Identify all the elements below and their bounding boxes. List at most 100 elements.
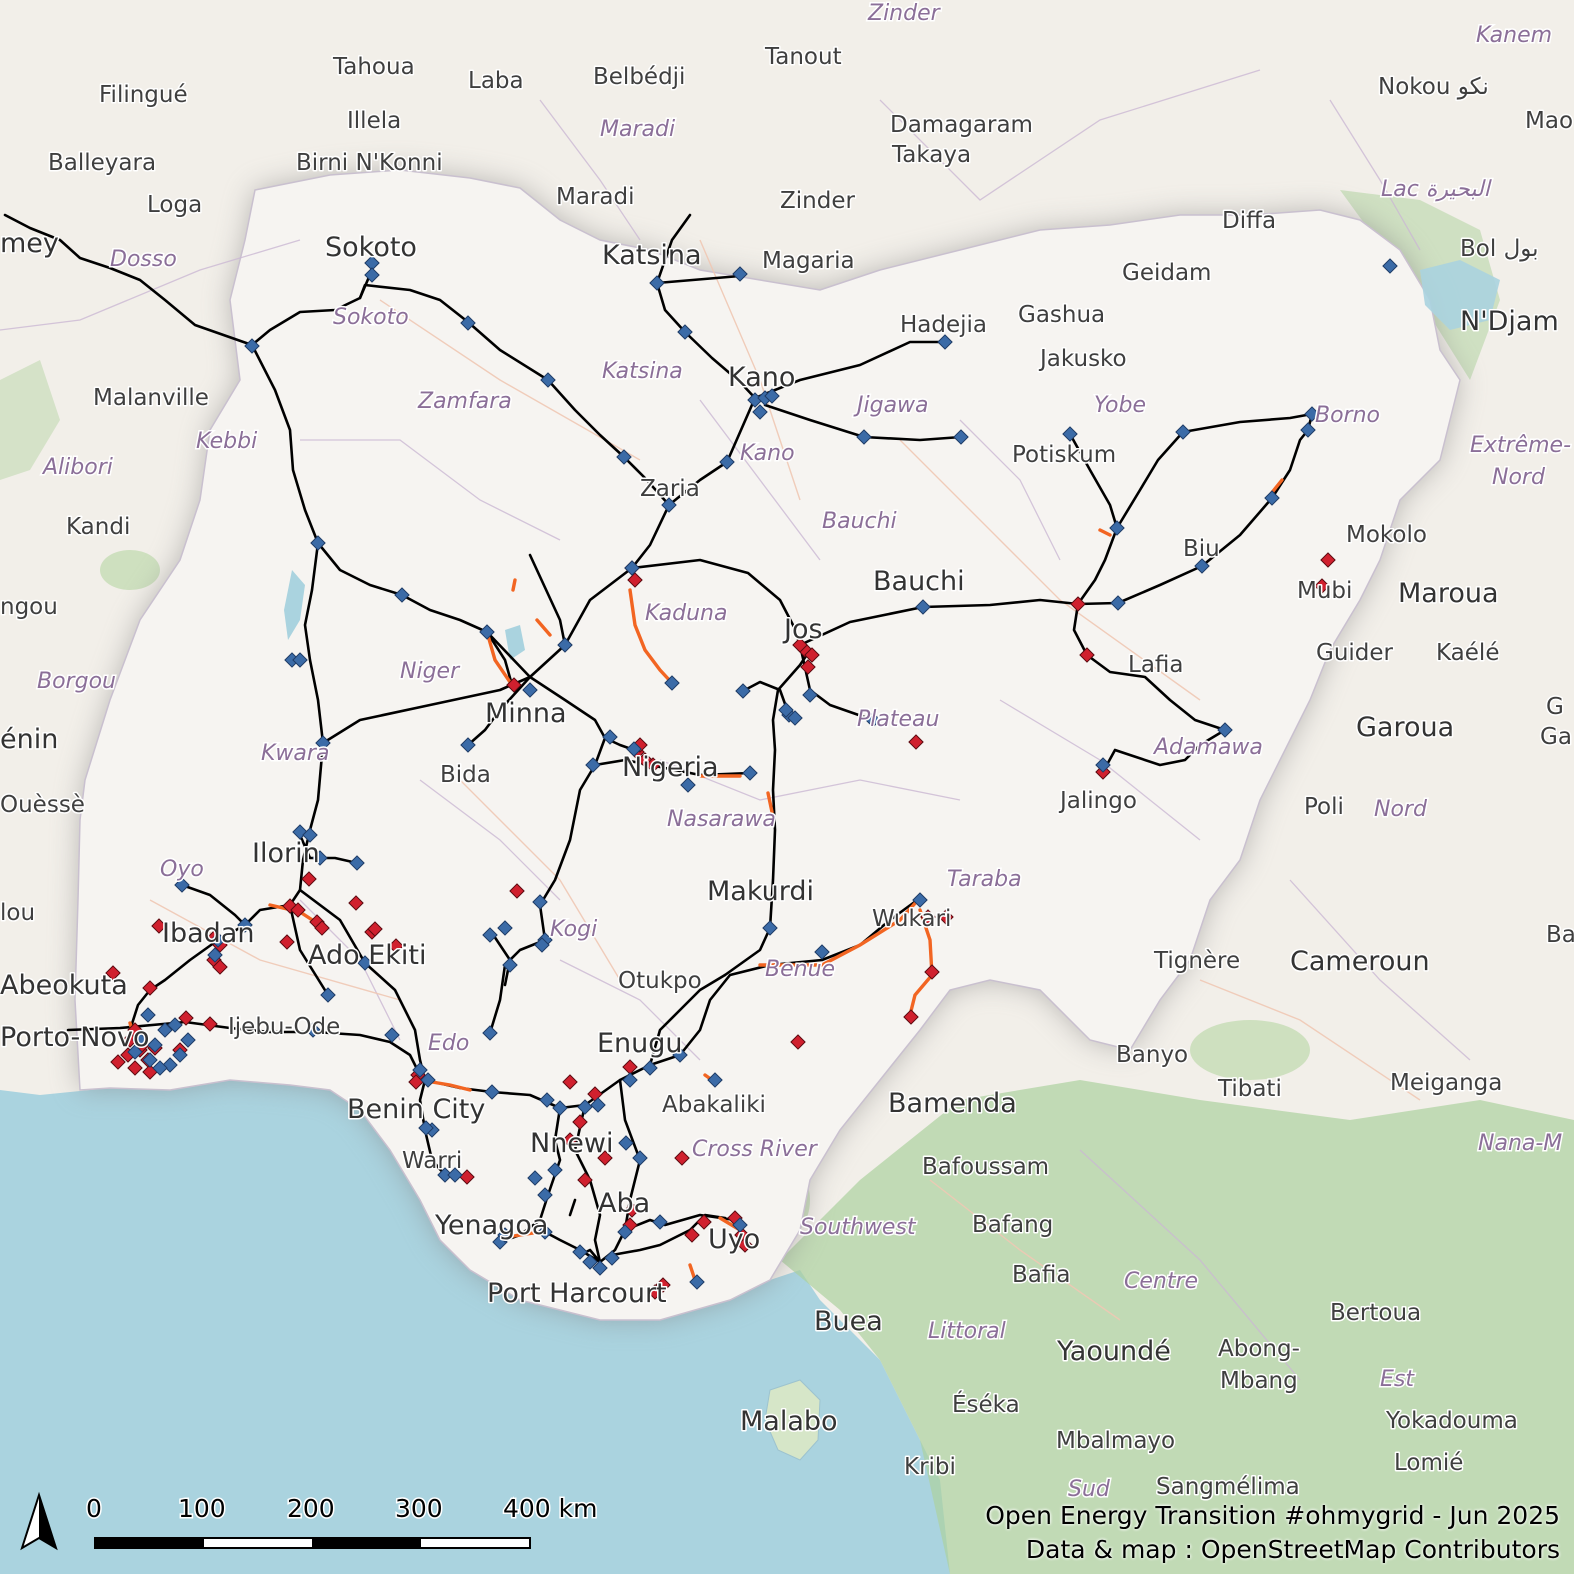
substation-marker[interactable] — [672, 1047, 688, 1063]
substation-marker[interactable] — [547, 1162, 563, 1178]
power-plant-marker[interactable] — [151, 918, 167, 934]
substation-marker[interactable] — [592, 1260, 608, 1276]
power-plant-marker[interactable] — [737, 1237, 753, 1253]
substation-marker[interactable] — [1175, 424, 1191, 440]
substation-marker[interactable] — [1095, 757, 1111, 773]
substation-marker[interactable] — [364, 267, 380, 283]
power-plant-marker[interactable] — [924, 964, 940, 980]
substation-marker[interactable] — [349, 855, 365, 871]
substation-marker[interactable] — [652, 1214, 668, 1230]
substation-marker[interactable] — [302, 827, 318, 843]
power-plant-marker[interactable] — [920, 909, 936, 925]
substation-marker[interactable] — [310, 535, 326, 551]
substation-marker[interactable] — [1304, 406, 1320, 422]
power-plant-marker[interactable] — [903, 1009, 919, 1025]
substation-marker[interactable] — [632, 1150, 648, 1166]
substation-marker[interactable] — [484, 1084, 500, 1100]
substation-marker[interactable] — [1110, 595, 1126, 611]
substation-marker[interactable] — [292, 652, 308, 668]
substation-marker[interactable] — [412, 1062, 428, 1078]
substation-marker[interactable] — [742, 765, 758, 781]
power-plant-marker[interactable] — [684, 1227, 700, 1243]
power-plant-marker[interactable] — [1079, 647, 1095, 663]
substation-marker[interactable] — [320, 987, 336, 1003]
substation-marker[interactable] — [237, 917, 253, 933]
substation-marker[interactable] — [787, 710, 803, 726]
substation-marker[interactable] — [762, 920, 778, 936]
substation-marker[interactable] — [617, 1224, 633, 1240]
substation-marker[interactable] — [207, 947, 223, 963]
substation-marker[interactable] — [497, 920, 513, 936]
power-plant-marker[interactable] — [790, 1034, 806, 1050]
power-plant-marker[interactable] — [597, 1150, 613, 1166]
substation-marker[interactable] — [157, 1022, 173, 1038]
substation-marker[interactable] — [680, 777, 696, 793]
substation-marker[interactable] — [522, 682, 538, 698]
power-plant-marker[interactable] — [348, 895, 364, 911]
substation-marker[interactable] — [616, 449, 632, 465]
substation-marker[interactable] — [479, 624, 495, 640]
substation-marker[interactable] — [856, 429, 872, 445]
substation-marker[interactable] — [732, 266, 748, 282]
substation-marker[interactable] — [132, 1032, 148, 1048]
power-plant-marker[interactable] — [290, 902, 306, 918]
substation-marker[interactable] — [1109, 520, 1125, 536]
substation-marker[interactable] — [447, 1167, 463, 1183]
substation-marker[interactable] — [664, 675, 680, 691]
power-plant-marker[interactable] — [127, 1060, 143, 1076]
substation-marker[interactable] — [552, 1100, 568, 1116]
substation-marker[interactable] — [394, 587, 410, 603]
power-plant-marker[interactable] — [408, 1074, 424, 1090]
power-plant-marker[interactable] — [938, 909, 954, 925]
substation-marker[interactable] — [1194, 558, 1210, 574]
substation-marker[interactable] — [460, 737, 476, 753]
substation-marker[interactable] — [915, 599, 931, 615]
power-plant-marker[interactable] — [800, 659, 816, 675]
substation-marker[interactable] — [315, 735, 331, 751]
substation-marker[interactable] — [460, 315, 476, 331]
power-plant-marker[interactable] — [908, 734, 924, 750]
power-plant-marker[interactable] — [388, 938, 404, 954]
substation-marker[interactable] — [364, 255, 380, 271]
power-plant-marker[interactable] — [127, 1022, 143, 1038]
substation-marker[interactable] — [140, 1007, 156, 1023]
power-plant-marker[interactable] — [506, 677, 522, 693]
substation-marker[interactable] — [167, 1017, 183, 1033]
substation-marker[interactable] — [540, 372, 556, 388]
substation-marker[interactable] — [1217, 722, 1233, 738]
power-plant-marker[interactable] — [367, 921, 383, 937]
substation-marker[interactable] — [865, 712, 881, 728]
power-plant-marker[interactable] — [509, 883, 525, 899]
power-plant-marker[interactable] — [587, 1086, 603, 1102]
power-plant-marker[interactable] — [627, 572, 643, 588]
power-plant-marker[interactable] — [110, 1054, 126, 1070]
power-plant-marker[interactable] — [105, 965, 121, 981]
power-plant-marker[interactable] — [1320, 552, 1336, 568]
substation-marker[interactable] — [539, 1092, 555, 1108]
substation-marker[interactable] — [642, 1060, 658, 1076]
power-plant-marker[interactable] — [622, 1059, 638, 1075]
substation-marker[interactable] — [752, 404, 768, 420]
power-plant-marker[interactable] — [647, 1284, 663, 1300]
substation-marker[interactable] — [585, 757, 601, 773]
power-plant-marker[interactable] — [792, 637, 808, 653]
substation-marker[interactable] — [1300, 422, 1316, 438]
power-plant-marker[interactable] — [301, 871, 317, 887]
power-plant-marker[interactable] — [696, 1214, 712, 1230]
substation-marker[interactable] — [689, 1274, 705, 1290]
power-plant-marker[interactable] — [314, 920, 330, 936]
substation-marker[interactable] — [764, 388, 780, 404]
substation-marker[interactable] — [572, 1244, 588, 1260]
power-plant-marker[interactable] — [178, 1010, 194, 1026]
substation-marker[interactable] — [152, 1060, 168, 1076]
substation-marker[interactable] — [624, 560, 640, 576]
substation-marker[interactable] — [707, 1072, 723, 1088]
substation-marker[interactable] — [719, 454, 735, 470]
substation-marker[interactable] — [732, 1217, 748, 1233]
substation-marker[interactable] — [527, 1170, 543, 1186]
substation-marker[interactable] — [1062, 426, 1078, 442]
power-plant-marker[interactable] — [577, 1172, 593, 1188]
power-plant-marker[interactable] — [562, 1074, 578, 1090]
substation-marker[interactable] — [284, 652, 300, 668]
